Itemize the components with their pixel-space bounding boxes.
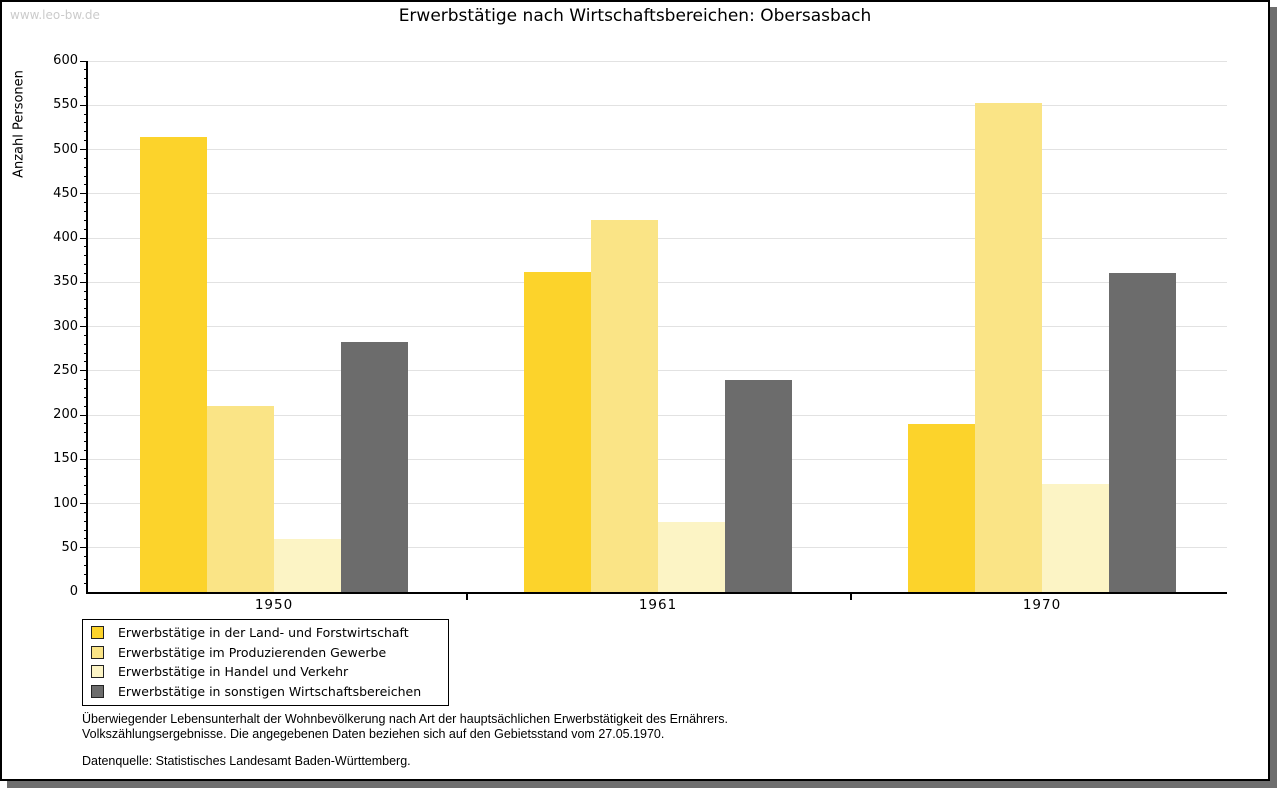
bar-1970-series2 bbox=[975, 103, 1042, 592]
x-tick-label-1950: 1950 bbox=[254, 597, 294, 613]
legend-label-2: Erwerbstätige im Produzierenden Gewerbe bbox=[118, 644, 387, 660]
y-major-tick-500 bbox=[80, 149, 88, 150]
data-source: Datenquelle: Statistisches Landesamt Bad… bbox=[82, 754, 411, 768]
x-tick-2 bbox=[850, 594, 852, 600]
chart-title: Erwerbstätige nach Wirtschaftsbereichen:… bbox=[398, 6, 872, 26]
legend: Erwerbstätige in der Land- und Forstwirt… bbox=[82, 619, 449, 706]
y-tick-label-400: 400 bbox=[53, 230, 78, 245]
legend-item-4: Erwerbstätige in sonstigen Wirtschaftsbe… bbox=[83, 682, 448, 702]
gridline-450 bbox=[88, 193, 1227, 195]
y-tick-label-500: 500 bbox=[53, 141, 78, 157]
legend-item-2: Erwerbstätige im Produzierenden Gewerbe bbox=[83, 643, 448, 663]
x-axis-line bbox=[86, 592, 1227, 594]
y-axis-label: Anzahl Personen bbox=[11, 70, 27, 178]
gridline-600 bbox=[88, 60, 1227, 62]
legend-swatch-2 bbox=[91, 645, 104, 659]
bar-1950-series3 bbox=[274, 538, 341, 592]
x-tick-label-1961: 1961 bbox=[638, 597, 678, 613]
bar-1950-series1 bbox=[140, 137, 207, 592]
y-major-tick-300 bbox=[80, 326, 88, 327]
y-major-tick-150 bbox=[80, 458, 88, 460]
bar-1950-series2 bbox=[207, 406, 274, 592]
legend-swatch-4 bbox=[91, 684, 104, 698]
y-tick-label-600: 600 bbox=[53, 53, 78, 68]
x-tick-1 bbox=[466, 594, 468, 600]
bar-1970-series4 bbox=[1109, 273, 1176, 592]
watermark: www.leo-bw.de bbox=[10, 8, 100, 22]
legend-item-3: Erwerbstätige in Handel und Verkehr bbox=[83, 662, 448, 682]
gridline-500 bbox=[88, 149, 1227, 150]
legend-swatch-1 bbox=[91, 626, 104, 640]
legend-label-3: Erwerbstätige in Handel und Verkehr bbox=[118, 664, 349, 680]
legend-swatch-3 bbox=[91, 665, 104, 679]
y-major-tick-400 bbox=[80, 237, 88, 239]
y-major-tick-250 bbox=[80, 370, 88, 372]
gridline-550 bbox=[88, 104, 1227, 106]
y-tick-label-550: 550 bbox=[53, 97, 78, 113]
legend-label-1: Erwerbstätige in der Land- und Forstwirt… bbox=[118, 625, 409, 641]
footer-line-2: Volkszählungsergebnisse. Die angegebenen… bbox=[82, 726, 665, 741]
y-tick-label-450: 450 bbox=[53, 185, 78, 201]
bar-1961-series3 bbox=[658, 522, 725, 592]
bar-1950-series4 bbox=[341, 342, 408, 592]
bar-1970-series3 bbox=[1042, 484, 1109, 592]
y-major-tick-550 bbox=[80, 104, 88, 106]
y-tick-label-50: 50 bbox=[61, 539, 78, 555]
y-tick-label-0: 0 bbox=[69, 584, 78, 599]
footer-note: Überwiegender Lebensunterhalt der Wohnbe… bbox=[82, 712, 728, 769]
legend-item-1: Erwerbstätige in der Land- und Forstwirt… bbox=[83, 623, 448, 643]
y-tick-label-300: 300 bbox=[53, 318, 78, 334]
y-major-tick-350 bbox=[80, 281, 88, 283]
y-tick-label-350: 350 bbox=[53, 274, 78, 290]
chart-card: www.leo-bw.de Erwerbstätige nach Wirtsch… bbox=[0, 0, 1270, 781]
y-major-tick-200 bbox=[80, 414, 88, 416]
bar-1961-series1 bbox=[524, 271, 591, 592]
bar-1970-series1 bbox=[908, 423, 975, 592]
y-tick-label-250: 250 bbox=[53, 362, 78, 378]
bar-1961-series2 bbox=[591, 220, 658, 592]
legend-label-4: Erwerbstätige in sonstigen Wirtschaftsbe… bbox=[118, 683, 422, 699]
y-major-tick-50 bbox=[80, 547, 88, 549]
bar-1961-series4 bbox=[725, 379, 792, 592]
y-axis-line bbox=[86, 61, 88, 594]
y-major-tick-100 bbox=[80, 503, 88, 504]
y-major-tick-450 bbox=[80, 193, 88, 195]
y-tick-label-200: 200 bbox=[53, 407, 78, 422]
y-tick-label-150: 150 bbox=[53, 451, 78, 467]
footer-line-1: Überwiegender Lebensunterhalt der Wohnbe… bbox=[82, 712, 728, 726]
x-tick-label-1970: 1970 bbox=[1022, 597, 1062, 613]
y-tick-label-100: 100 bbox=[53, 495, 78, 511]
y-major-tick-600 bbox=[80, 60, 88, 62]
